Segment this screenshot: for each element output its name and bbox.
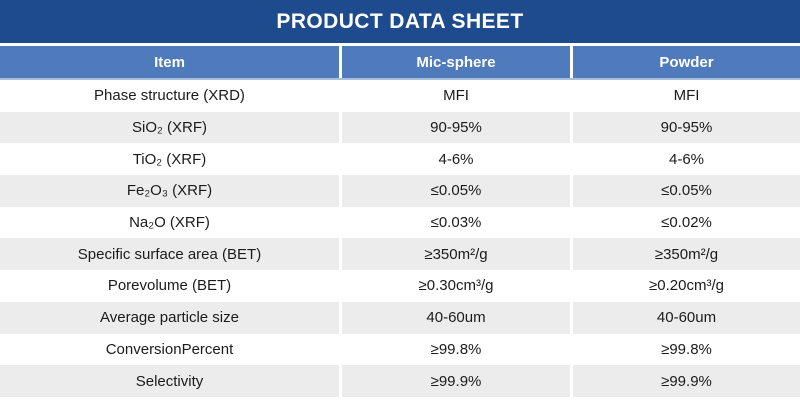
table-row: SiO₂ (XRF) 90-95% 90-95% [0, 111, 800, 144]
powder-value-cell: ≥99.9% [573, 365, 800, 397]
table-row: ConversionPercent ≥99.8% ≥99.8% [0, 333, 800, 366]
mic-sphere-value-cell: MFI [342, 80, 570, 112]
table-row: Porevolume (BET) ≥0.30cm³/g ≥0.20cm³/g [0, 270, 800, 302]
item-cell: Phase structure (XRD) [0, 80, 339, 112]
title-bar: PRODUCT DATA SHEET [0, 0, 800, 43]
item-cell: Na₂O (XRF) [0, 206, 339, 239]
table-body: Phase structure (XRD) MFI MFI SiO₂ (XRF)… [0, 80, 800, 397]
table-row: Phase structure (XRD) MFI MFI [0, 80, 800, 112]
item-cell: Porevolume (BET) [0, 270, 339, 302]
table-header-row: Item Mic-sphere Powder [0, 46, 800, 78]
item-cell: Average particle size [0, 301, 339, 334]
table-row: Selectivity ≥99.9% ≥99.9% [0, 365, 800, 397]
powder-value-cell: ≥350m²/g [573, 238, 800, 271]
powder-value-cell: MFI [573, 80, 800, 112]
item-cell: Selectivity [0, 365, 339, 397]
mic-sphere-value-cell: ≥350m²/g [342, 238, 570, 271]
table-row: Fe₂O₃ (XRF) ≤0.05% ≤0.05% [0, 175, 800, 207]
table-row: Specific surface area (BET) ≥350m²/g ≥35… [0, 238, 800, 271]
column-header-mic-sphere: Mic-sphere [342, 46, 570, 78]
item-cell: Specific surface area (BET) [0, 238, 339, 271]
item-cell: ConversionPercent [0, 333, 339, 366]
mic-sphere-value-cell: ≥99.8% [342, 333, 570, 366]
mic-sphere-value-cell: ≥99.9% [342, 365, 570, 397]
powder-value-cell: ≥0.20cm³/g [573, 270, 800, 302]
mic-sphere-value-cell: 4-6% [342, 143, 570, 176]
header-underline [0, 78, 800, 80]
powder-value-cell: ≤0.02% [573, 206, 800, 239]
column-header-item: Item [0, 46, 339, 78]
divider [0, 43, 800, 46]
powder-value-cell: ≥99.8% [573, 333, 800, 366]
powder-value-cell: 40-60um [573, 301, 800, 334]
mic-sphere-value-cell: ≥0.30cm³/g [342, 270, 570, 302]
powder-value-cell: 4-6% [573, 143, 800, 176]
powder-value-cell: ≤0.05% [573, 175, 800, 207]
table-row: Na₂O (XRF) ≤0.03% ≤0.02% [0, 206, 800, 239]
table-row: TiO₂ (XRF) 4-6% 4-6% [0, 143, 800, 176]
mic-sphere-value-cell: ≤0.03% [342, 206, 570, 239]
mic-sphere-value-cell: 90-95% [342, 111, 570, 144]
page-title: PRODUCT DATA SHEET [276, 9, 524, 33]
mic-sphere-value-cell: 40-60um [342, 301, 570, 334]
item-cell: Fe₂O₃ (XRF) [0, 175, 339, 207]
item-cell: TiO₂ (XRF) [0, 143, 339, 176]
table-row: Average particle size 40-60um 40-60um [0, 301, 800, 334]
column-header-powder: Powder [573, 46, 800, 78]
mic-sphere-value-cell: ≤0.05% [342, 175, 570, 207]
powder-value-cell: 90-95% [573, 111, 800, 144]
item-cell: SiO₂ (XRF) [0, 111, 339, 144]
